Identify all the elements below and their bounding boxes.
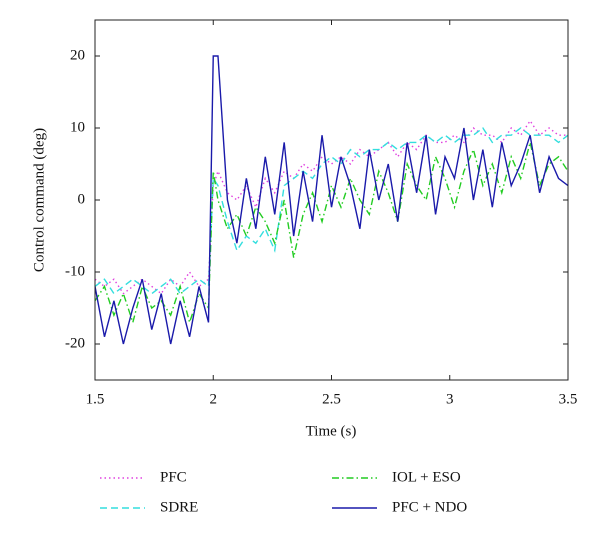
x-tick-label: 3 bbox=[446, 391, 454, 407]
legend-label: SDRE bbox=[160, 499, 198, 515]
y-tick-label: 10 bbox=[70, 119, 85, 135]
plot-frame bbox=[94, 19, 569, 381]
legend-label: PFC bbox=[160, 469, 187, 485]
y-tick-label: 0 bbox=[78, 191, 86, 207]
x-tick-label: 2.5 bbox=[322, 391, 341, 407]
x-tick-label: 3.5 bbox=[559, 391, 578, 407]
legend-label: IOL + ESO bbox=[392, 469, 461, 485]
series-line bbox=[95, 142, 568, 325]
y-tick-label: -20 bbox=[65, 335, 85, 351]
series-line bbox=[95, 55, 568, 345]
y-tick-label: 20 bbox=[70, 47, 85, 63]
x-axis-label: Time (s) bbox=[306, 423, 357, 439]
legend-label: PFC + NDO bbox=[392, 499, 467, 515]
plot-lines bbox=[95, 55, 568, 345]
x-tick-label: 2 bbox=[210, 391, 218, 407]
y-tick-label: -10 bbox=[65, 263, 85, 279]
y-axis-label: Control command (deg) bbox=[31, 128, 47, 272]
series-line bbox=[95, 126, 568, 295]
x-tick-label: 1.5 bbox=[86, 391, 105, 407]
